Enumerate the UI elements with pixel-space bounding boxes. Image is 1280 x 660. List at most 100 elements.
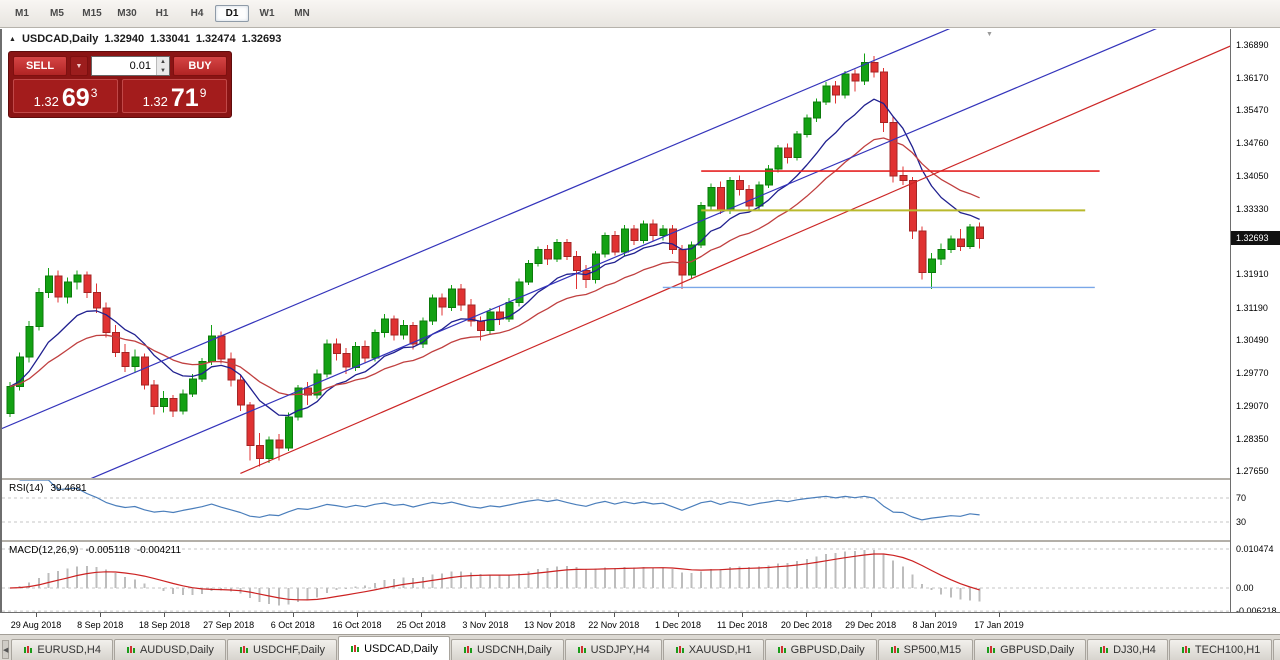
timeframe-button-m15[interactable]: M15 — [82, 8, 102, 19]
price-axis-label: 1.36890 — [1236, 40, 1269, 50]
rsi-indicator-chart[interactable] — [2, 480, 1230, 540]
time-axis-label: 18 Sep 2018 — [138, 620, 190, 630]
macd-main-value: -0.005118 — [85, 545, 130, 556]
chart-window[interactable]: 1.36890 1.36170 1.35470 1.34760 1.34050 1.333… — [0, 29, 1280, 616]
price-axis-label: 1.30490 — [1236, 335, 1269, 345]
time-axis-label: 13 Nov 2018 — [524, 620, 576, 630]
macd-name: MACD(12,26,9) — [9, 545, 79, 556]
ohlc-open: 1.32940 — [104, 33, 145, 45]
chart-tab-usdcad[interactable]: USDCAD,Daily — [338, 636, 451, 660]
panel-separator[interactable] — [2, 478, 1280, 480]
chart-tab-usdjpy[interactable]: USDJPY,H4 — [564, 639, 662, 660]
chart-tab-bar: ◀ EURUSD,H4 AUDUSD,Daily USDCHF,Daily USDCAD… — [0, 634, 1280, 660]
chart-tab-ukoil[interactable]: UKOil,H1 — [1273, 639, 1280, 660]
time-axis-tick — [100, 613, 102, 617]
time-axis-label: 8 Sep 2018 — [77, 620, 124, 630]
buy-price-point: 9 — [199, 86, 207, 100]
timeframe-button-h4[interactable]: H4 — [190, 8, 204, 19]
timeframe-button-m30[interactable]: M30 — [117, 8, 137, 19]
rsi-level-label: 30 — [1236, 517, 1247, 527]
chart-tab-label: TECH100,H1 — [1194, 644, 1261, 656]
tab-chart-icon — [577, 646, 586, 653]
chart-tab-dj30[interactable]: DJ30,H4 — [1087, 639, 1168, 660]
macd-scale-label: -0.006218 — [1236, 606, 1277, 616]
chart-tab-label: XAUUSD,H1 — [688, 644, 752, 656]
timeframe-button-d1[interactable]: D1 — [215, 5, 249, 22]
chart-tab-tech100[interactable]: TECH100,H1 — [1168, 639, 1273, 660]
chart-tab-usdchf[interactable]: USDCHF,Daily — [226, 639, 338, 660]
chart-tab-eurusd[interactable]: EURUSD,H4 — [11, 639, 113, 660]
main-price-chart[interactable] — [2, 29, 1230, 478]
lot-size-value: 0.01 — [129, 60, 151, 72]
lot-dropdown-button[interactable]: ▼ — [70, 56, 88, 76]
time-axis-label: 1 Dec 2018 — [654, 620, 702, 630]
lot-spinner-up-icon[interactable]: ▲ — [157, 57, 169, 66]
price-axis-label: 1.31190 — [1236, 303, 1268, 313]
timeframe-button-w1[interactable]: W1 — [259, 8, 275, 19]
time-axis-label: 20 Dec 2018 — [780, 620, 832, 630]
tab-chart-icon — [126, 646, 135, 653]
time-axis-label: 8 Jan 2019 — [912, 620, 958, 630]
tab-chart-icon — [675, 646, 684, 653]
macd-scale-label: 0.010474 — [1236, 544, 1274, 554]
sell-price-display[interactable]: 1.32 69 3 — [13, 79, 118, 113]
tab-chart-icon — [890, 646, 899, 653]
rsi-name: RSI(14) — [9, 483, 44, 494]
price-axis-label: 1.36170 — [1236, 73, 1269, 83]
chart-tab-label: SP500,M15 — [903, 644, 962, 656]
chart-tab-xauusd[interactable]: XAUUSD,H1 — [662, 639, 764, 660]
timeframe-button-mn[interactable]: MN — [294, 8, 310, 19]
buy-price-display[interactable]: 1.32 71 9 — [122, 79, 227, 113]
price-axis-label: 1.33330 — [1236, 204, 1269, 214]
sell-price-base: 1.32 — [33, 94, 59, 109]
chart-symbol-title: USDCAD,Daily — [21, 33, 99, 45]
time-axis-label: 22 Nov 2018 — [588, 620, 640, 630]
collapse-triangle-icon[interactable]: ▲ — [9, 35, 16, 43]
buy-price-base: 1.32 — [142, 94, 168, 109]
sell-price-pips: 69 — [61, 84, 90, 112]
chart-tab-gbpusd[interactable]: GBPUSD,Daily — [764, 639, 877, 660]
time-axis-label: 3 Nov 2018 — [462, 620, 509, 630]
current-price-tag: 1.32693 — [1231, 231, 1280, 245]
chart-tab-gbpusd[interactable]: GBPUSD,Daily — [974, 639, 1087, 660]
chart-tab-label: USDCNH,Daily — [477, 644, 552, 656]
tab-chart-icon — [464, 646, 473, 653]
panel-separator[interactable] — [2, 540, 1280, 542]
macd-indicator-chart[interactable] — [2, 542, 1230, 612]
chart-tab-audusd[interactable]: AUDUSD,Daily — [113, 639, 226, 660]
rsi-indicator-label: RSI(14) 39.4681 — [9, 483, 87, 494]
rsi-value: 39.4681 — [50, 483, 87, 494]
lot-size-input[interactable]: 0.01 ▲ ▼ — [91, 56, 170, 76]
time-axis-tick — [164, 613, 166, 617]
timeframe-button-m1[interactable]: M1 — [15, 8, 29, 19]
time-axis-tick — [806, 613, 808, 617]
timeframe-button-m5[interactable]: M5 — [50, 8, 64, 19]
price-axis-label: 1.31910 — [1236, 269, 1269, 279]
one-click-trading-panel: SELL ▼ 0.01 ▲ ▼ BUY 1.32 69 3 — [8, 51, 232, 118]
lot-spinner-down-icon[interactable]: ▼ — [157, 66, 169, 75]
price-axis-label: 1.34760 — [1236, 138, 1269, 148]
lot-spinner: ▲ ▼ — [156, 57, 169, 75]
chart-shift-marker[interactable]: ▼ — [986, 31, 993, 38]
buy-button[interactable]: BUY — [173, 56, 227, 76]
price-axis[interactable]: 1.36890 1.36170 1.35470 1.34760 1.34050 1.333… — [1231, 29, 1280, 616]
tab-chart-icon — [987, 646, 996, 653]
price-axis-border — [1230, 29, 1231, 612]
time-axis-tick — [485, 613, 487, 617]
time-axis-label: 29 Aug 2018 — [10, 620, 62, 630]
timeframe-button-h1[interactable]: H1 — [155, 8, 169, 19]
time-axis[interactable]: 29 Aug 2018 8 Sep 2018 18 Sep 2018 27 Sep 2… — [0, 612, 1280, 634]
chart-tab-sp500[interactable]: SP500,M15 — [877, 639, 974, 660]
time-axis-tick — [613, 613, 615, 617]
macd-scale-label: 0.00 — [1236, 583, 1254, 593]
chart-tab-label: GBPUSD,Daily — [790, 644, 865, 656]
chart-tab-label: USDCHF,Daily — [252, 644, 326, 656]
sell-button[interactable]: SELL — [13, 56, 67, 76]
tab-scroll-left-button[interactable]: ◀ — [2, 640, 10, 659]
buy-price-pips: 71 — [170, 84, 199, 112]
macd-indicator-label: MACD(12,26,9) -0.005118 -0.004211 — [9, 545, 181, 556]
chart-tab-usdcnh[interactable]: USDCNH,Daily — [451, 639, 564, 660]
macd-signal-value: -0.004211 — [136, 545, 182, 556]
time-axis-tick — [870, 613, 872, 617]
